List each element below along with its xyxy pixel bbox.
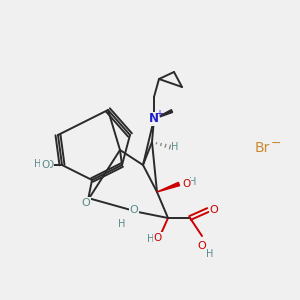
Text: Br: Br: [255, 141, 270, 155]
Text: H: H: [189, 177, 196, 187]
Text: O: O: [154, 233, 162, 243]
Polygon shape: [157, 182, 180, 192]
Text: O: O: [210, 205, 218, 215]
Text: O: O: [130, 205, 138, 215]
Text: H: H: [36, 160, 44, 170]
Text: H: H: [147, 234, 155, 244]
Text: −: −: [271, 136, 281, 149]
Text: O: O: [82, 198, 90, 208]
Text: N: N: [149, 112, 159, 125]
Text: H: H: [171, 142, 179, 152]
Text: O: O: [45, 160, 53, 170]
Text: O: O: [198, 241, 206, 251]
Text: +: +: [155, 109, 163, 119]
Text: O: O: [41, 160, 49, 170]
Polygon shape: [154, 110, 172, 119]
Text: H: H: [206, 249, 214, 259]
Text: H: H: [118, 219, 126, 229]
Text: O: O: [182, 179, 190, 189]
Text: H: H: [34, 159, 42, 169]
